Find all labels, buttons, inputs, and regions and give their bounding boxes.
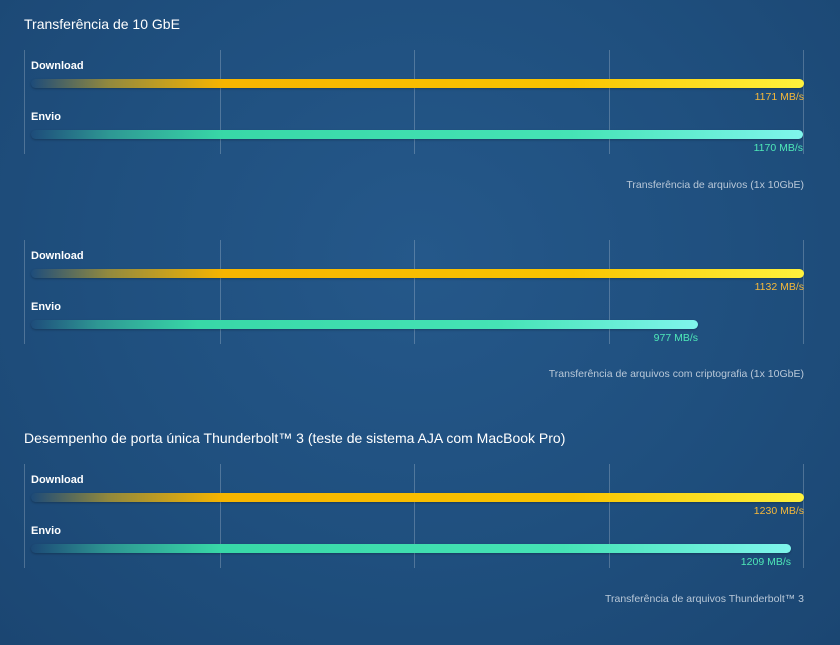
gridline [803, 464, 804, 568]
upload-bar [31, 130, 803, 139]
chart-1-caption: Transferência de arquivos (1x 10GbE) [626, 179, 804, 191]
gridline [220, 464, 221, 568]
chart-1-panel: Download 1171 MB/s Envio 1170 MB/s [24, 50, 804, 154]
bar-category-label: Download [31, 250, 84, 262]
gridline [803, 50, 804, 154]
chart-2-caption: Transferência de arquivos com criptograf… [548, 368, 804, 380]
download-value-label: 1132 MB/s [754, 281, 804, 293]
download-value-label: 1230 MB/s [753, 505, 804, 517]
gridline [414, 240, 415, 344]
chart-3-caption: Transferência de arquivos Thunderbolt™ 3 [604, 593, 804, 605]
download-bar-track [31, 79, 804, 88]
chart-3-title: Desempenho de porta única Thunderbolt™ 3… [24, 430, 566, 446]
chart-2-panel: Download 1132 MB/s Envio 977 MB/s [24, 240, 804, 344]
download-bar [31, 79, 804, 88]
upload-bar-track [31, 544, 791, 553]
gridline [24, 240, 25, 344]
bar-category-label: Envio [31, 525, 61, 537]
upload-value-label: 977 MB/s [653, 332, 698, 344]
download-bar [31, 269, 804, 278]
gridline [609, 464, 610, 568]
bar-category-label: Download [31, 60, 84, 72]
download-bar-track [31, 269, 804, 278]
bar-category-label: Download [31, 474, 84, 486]
gridline [414, 464, 415, 568]
chart-1-title: Transferência de 10 GbE [24, 16, 180, 32]
upload-value-label: 1209 MB/s [740, 556, 791, 568]
gridline [803, 240, 804, 344]
gridline [609, 240, 610, 344]
gridline [220, 240, 221, 344]
bar-category-label: Envio [31, 301, 61, 313]
upload-bar [31, 544, 791, 553]
gridline [24, 464, 25, 568]
upload-bar-track [31, 320, 698, 329]
download-bar [31, 493, 804, 502]
upload-bar-track [31, 130, 803, 139]
download-bar-track [31, 493, 804, 502]
gridline [220, 50, 221, 154]
download-value-label: 1171 MB/s [754, 91, 804, 103]
gridline [414, 50, 415, 154]
upload-value-label: 1170 MB/s [753, 142, 803, 154]
upload-bar [31, 320, 698, 329]
bar-category-label: Envio [31, 111, 61, 123]
chart-3-panel: Download 1230 MB/s Envio 1209 MB/s [24, 464, 804, 568]
gridline [24, 50, 25, 154]
gridline [609, 50, 610, 154]
